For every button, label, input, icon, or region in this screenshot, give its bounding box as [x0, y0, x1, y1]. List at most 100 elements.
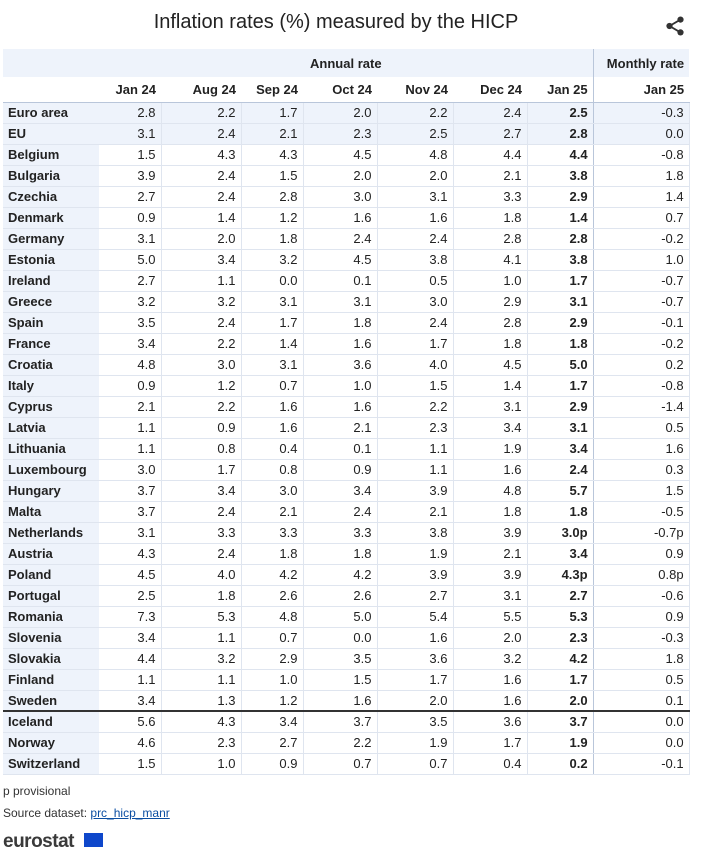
- annual-rate-cell: 3.9: [453, 564, 528, 586]
- annual-rate-cell: 1.6: [453, 690, 528, 712]
- annual-rate-cell: 3.1: [99, 228, 162, 250]
- annual-rate-cell: 1.1: [99, 417, 162, 439]
- annual-rate-cell: 1.9: [527, 732, 594, 754]
- share-icon[interactable]: [664, 15, 686, 37]
- annual-rate-cell: 3.3: [453, 186, 528, 208]
- annual-rate-cell: 3.2: [161, 291, 242, 313]
- annual-rate-cell: 1.1: [377, 459, 454, 481]
- annual-rate-cell: 2.2: [161, 333, 242, 355]
- annual-rate-cell: 3.8: [377, 249, 454, 271]
- annual-rate-cell: 1.2: [241, 207, 304, 229]
- annual-rate-cell: 1.1: [99, 438, 162, 460]
- table-row: Iceland 5.6 4.3 3.4 3.7 3.5 3.6 3.7 0.0: [3, 710, 690, 733]
- page-title: Inflation rates (%) measured by the HICP: [153, 11, 519, 33]
- annual-rate-cell: 1.6: [377, 207, 454, 229]
- annual-rate-cell: 3.9: [453, 522, 528, 544]
- monthly-rate-cell: 1.8: [593, 648, 690, 670]
- annual-rate-cell: 3.2: [99, 291, 162, 313]
- annual-rate-cell: 2.7: [99, 186, 162, 208]
- annual-rate-cell: 0.7: [303, 753, 378, 775]
- table-row: Sweden 3.4 1.3 1.2 1.6 2.0 1.6 2.0 0.1: [3, 690, 690, 712]
- annual-rate-cell: 4.8: [377, 144, 454, 166]
- monthly-rate-cell: 1.8: [593, 165, 690, 187]
- country-name: Sweden: [3, 690, 99, 712]
- annual-rate-cell: 2.4: [161, 543, 242, 565]
- annual-rate-cell: 1.8: [303, 543, 378, 565]
- monthly-rate-cell: -0.2: [593, 333, 690, 355]
- annual-rate-cell: 2.3: [527, 627, 594, 649]
- annual-rate-cell: 4.3: [99, 543, 162, 565]
- annual-rate-cell: 4.8: [453, 480, 528, 502]
- country-column-header: [3, 77, 99, 103]
- annual-rate-cell: 1.1: [161, 270, 242, 292]
- monthly-rate-cell: -0.7: [593, 270, 690, 292]
- monthly-rate-cell: -0.3: [593, 102, 690, 124]
- table-row: Ireland 2.7 1.1 0.0 0.1 0.5 1.0 1.7 -0.7: [3, 270, 690, 292]
- annual-rate-cell: 2.3: [303, 123, 378, 145]
- monthly-rate-cell: 0.7: [593, 207, 690, 229]
- table-row: Slovakia 4.4 3.2 2.9 3.5 3.6 3.2 4.2 1.8: [3, 648, 690, 670]
- annual-rate-cell: 0.1: [303, 270, 378, 292]
- annual-rate-cell: 1.1: [99, 669, 162, 691]
- table-row: Germany 3.1 2.0 1.8 2.4 2.4 2.8 2.8 -0.2: [3, 228, 690, 250]
- annual-rate-cell: 4.4: [527, 144, 594, 166]
- annual-rate-cell: 4.4: [99, 648, 162, 670]
- annual-rate-cell: 2.2: [303, 732, 378, 754]
- annual-rate-cell: 2.7: [453, 123, 528, 145]
- country-name: Switzerland: [3, 753, 99, 775]
- annual-rate-cell: 3.4: [99, 627, 162, 649]
- annual-rate-cell: 4.4: [453, 144, 528, 166]
- country-name: Hungary: [3, 480, 99, 502]
- monthly-rate-cell: 1.6: [593, 438, 690, 460]
- annual-rate-cell: 2.8: [527, 123, 594, 145]
- annual-rate-cell: 1.8: [527, 501, 594, 523]
- annual-rate-cell: 1.5: [99, 144, 162, 166]
- annual-rate-cell: 1.9: [377, 543, 454, 565]
- annual-rate-cell: 2.1: [303, 417, 378, 439]
- annual-rate-cell: 2.8: [241, 186, 304, 208]
- table-row: Portugal 2.5 1.8 2.6 2.6 2.7 3.1 2.7 -0.6: [3, 585, 690, 607]
- footnote: p provisional: [3, 784, 71, 798]
- annual-rate-cell: 2.4: [161, 186, 242, 208]
- eurostat-logo: eurostat: [3, 831, 74, 852]
- annual-rate-cell: 4.5: [453, 354, 528, 376]
- annual-rate-cell: 2.1: [453, 543, 528, 565]
- annual-rate-cell: 2.4: [161, 165, 242, 187]
- monthly-rate-cell: 0.9: [593, 606, 690, 628]
- annual-rate-cell: 4.5: [99, 564, 162, 586]
- table-row: Luxembourg 3.0 1.7 0.8 0.9 1.1 1.6 2.4 0.3: [3, 459, 690, 481]
- annual-rate-cell: 4.5: [303, 249, 378, 271]
- country-name: Cyprus: [3, 396, 99, 418]
- annual-rate-cell: 1.6: [303, 207, 378, 229]
- annual-rate-cell: 3.4: [303, 480, 378, 502]
- source-dataset-link[interactable]: prc_hicp_manr: [90, 806, 170, 820]
- monthly-rate-cell: 0.8p: [593, 564, 690, 586]
- annual-rate-header: Annual rate: [99, 49, 594, 77]
- annual-rate-cell: 3.4: [161, 249, 242, 271]
- monthly-rate-cell: 0.0: [593, 710, 690, 733]
- table-row: Denmark 0.9 1.4 1.2 1.6 1.6 1.8 1.4 0.7: [3, 207, 690, 229]
- annual-rate-cell: 2.7: [99, 270, 162, 292]
- annual-rate-cell: 1.6: [377, 627, 454, 649]
- annual-rate-cell: 1.6: [241, 417, 304, 439]
- annual-rate-cell: 3.1: [377, 186, 454, 208]
- monthly-rate-cell: 0.3: [593, 459, 690, 481]
- annual-rate-cell: 0.7: [377, 753, 454, 775]
- annual-rate-cell: 1.6: [303, 690, 378, 712]
- annual-rate-cell: 1.5: [99, 753, 162, 775]
- annual-rate-cell: 2.4: [161, 123, 242, 145]
- annual-rate-cell: 2.8: [453, 312, 528, 334]
- country-name: EU: [3, 123, 99, 145]
- annual-rate-cell: 2.2: [161, 396, 242, 418]
- annual-rate-cell: 1.7: [241, 312, 304, 334]
- annual-rate-cell: 3.1: [241, 354, 304, 376]
- annual-rate-cell: 2.1: [99, 396, 162, 418]
- annual-rate-cell: 3.2: [161, 648, 242, 670]
- country-name: Czechia: [3, 186, 99, 208]
- annual-rate-cell: 0.2: [527, 753, 594, 775]
- country-name: Belgium: [3, 144, 99, 166]
- annual-rate-cell: 1.7: [161, 459, 242, 481]
- country-name: Malta: [3, 501, 99, 523]
- table-row: Greece 3.2 3.2 3.1 3.1 3.0 2.9 3.1 -0.7: [3, 291, 690, 313]
- annual-rate-cell: 3.6: [303, 354, 378, 376]
